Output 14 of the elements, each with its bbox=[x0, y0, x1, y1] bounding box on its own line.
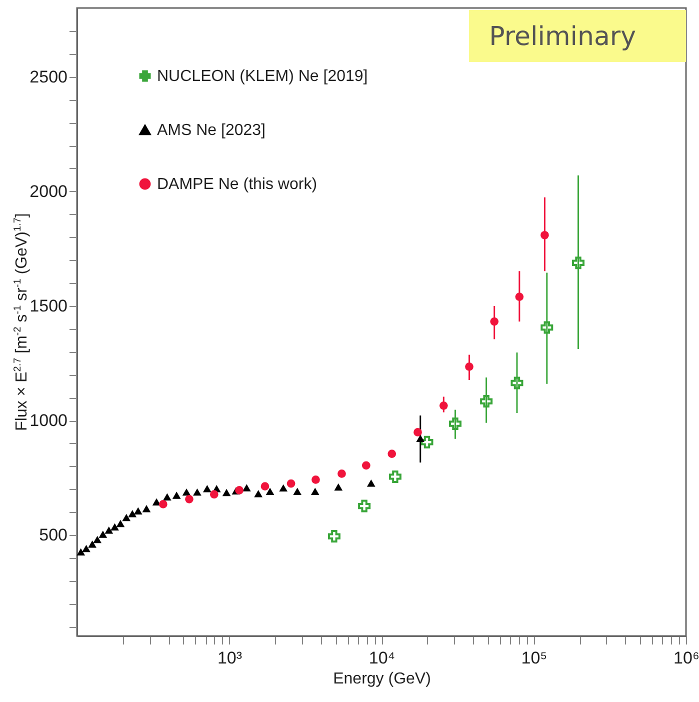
y-tick-label: 2000 bbox=[30, 182, 68, 201]
x-tick-label: 10⁵ bbox=[521, 648, 548, 668]
x-tick-label: 10⁴ bbox=[368, 648, 396, 668]
x-tick-label: 10⁶ bbox=[674, 648, 699, 668]
y-tick-label: 500 bbox=[39, 526, 68, 545]
legend-label: AMS Ne [2023] bbox=[157, 122, 266, 139]
x-axis-title: Energy (GeV) bbox=[333, 670, 431, 688]
y-tick-label: 2500 bbox=[30, 67, 68, 86]
annotation: Preliminary bbox=[469, 10, 686, 62]
legend-label: DAMPE Ne (this work) bbox=[157, 176, 318, 193]
x-tick-label: 10³ bbox=[217, 648, 242, 668]
y-tick-label: 1000 bbox=[30, 411, 68, 430]
legend-label: NUCLEON (KLEM) Ne [2019] bbox=[157, 68, 368, 85]
y-tick-label: 1500 bbox=[30, 296, 68, 316]
